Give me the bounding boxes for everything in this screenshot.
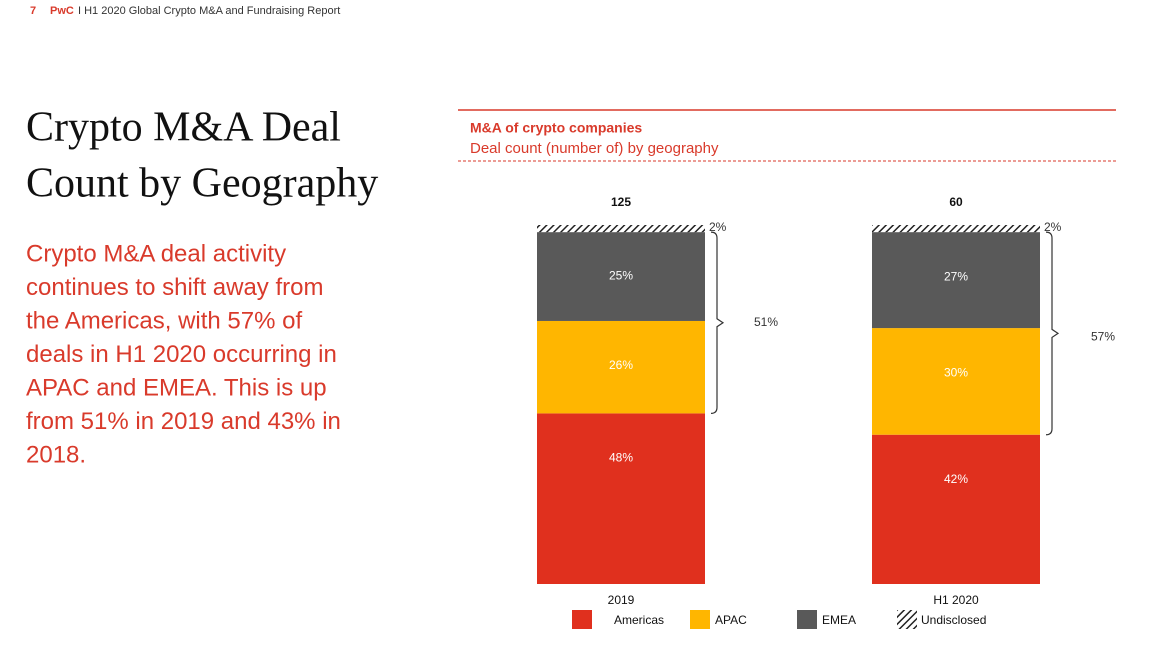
bracket-label: 57% <box>1091 330 1115 344</box>
body-text: APAC and EMEA. This is up <box>26 374 327 401</box>
legend-swatch <box>572 610 592 629</box>
total-label: 125 <box>611 195 631 209</box>
legend-label: APAC <box>715 613 747 627</box>
chart-title: M&A of crypto companies <box>470 120 642 136</box>
value-label: 2% <box>709 220 727 234</box>
bar-segment <box>537 232 705 321</box>
body-text: from 51% in 2019 and 43% in <box>26 408 341 435</box>
body-text: deals in H1 2020 occurring in <box>26 341 337 368</box>
legend-swatch <box>690 610 710 629</box>
value-label: 30% <box>944 365 968 379</box>
report-title: I H1 2020 Global Crypto M&A and Fundrais… <box>78 5 340 17</box>
chart-subtitle: Deal count (number of) by geography <box>470 140 719 157</box>
x-tick-label: 2019 <box>608 593 635 607</box>
body-text: 2018. <box>26 441 86 468</box>
legend-swatch <box>797 610 817 629</box>
slide-title: Crypto M&A Deal <box>26 105 341 151</box>
slide-title: Count by Geography <box>26 161 378 207</box>
value-label: 27% <box>944 269 968 283</box>
value-label: 26% <box>609 358 633 372</box>
value-label: 42% <box>944 472 968 486</box>
bar-segment <box>537 413 705 584</box>
bar-segment <box>872 225 1040 233</box>
value-label: 2% <box>1044 220 1062 234</box>
brand: PwC <box>50 5 74 17</box>
bracket <box>710 231 725 414</box>
body-text: continues to shift away from <box>26 274 323 301</box>
legend-label: EMEA <box>822 613 856 627</box>
page-number: 7 <box>30 5 36 17</box>
bar-segment <box>537 225 705 233</box>
legend-label: Undisclosed <box>921 613 986 627</box>
x-tick-label: H1 2020 <box>933 593 979 607</box>
bar-segment <box>872 328 1040 435</box>
body-text: Crypto M&A deal activity <box>26 240 286 267</box>
legend-swatch <box>897 610 917 629</box>
bar-segment <box>872 434 1040 584</box>
body-text: the Americas, with 57% of <box>26 307 302 334</box>
bracket-label: 51% <box>754 315 778 329</box>
bracket <box>1045 231 1060 436</box>
bar-segment <box>872 232 1040 329</box>
value-label: 48% <box>609 451 633 465</box>
total-label: 60 <box>949 195 963 209</box>
legend-label: Americas <box>614 613 664 627</box>
value-label: 25% <box>609 269 633 283</box>
bar-segment <box>537 320 705 414</box>
